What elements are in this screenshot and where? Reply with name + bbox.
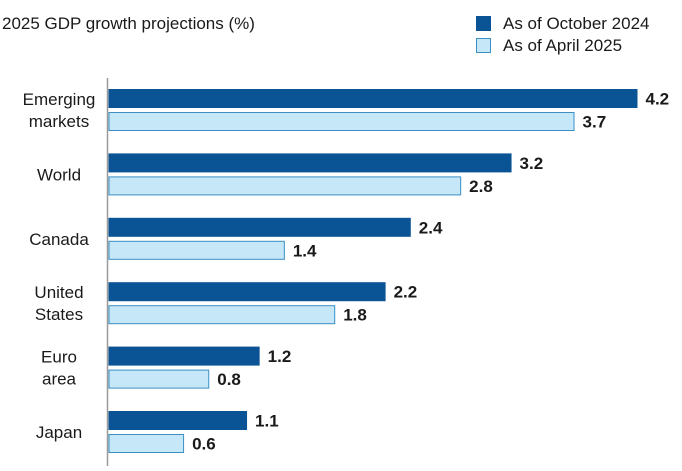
bar-japan-april-2025: [108, 434, 185, 453]
value-label-world-october-2024: 3.2: [520, 154, 544, 173]
value-label-euro-area-april-2025: 0.8: [217, 370, 241, 389]
category-label-world: World: [37, 165, 81, 184]
category-label-emerging-markets: Emerging markets: [23, 90, 96, 131]
bar-euro-area-october-2024: [108, 346, 260, 366]
bar-emerging-markets-october-2024: [108, 89, 638, 108]
bar-world-october-2024: [108, 153, 512, 173]
value-label-canada-april-2025: 1.4: [293, 241, 317, 260]
bar-world-april-2025: [108, 176, 462, 196]
value-label-canada-october-2024: 2.4: [419, 218, 443, 237]
category-label-euro-area: Euro area: [41, 348, 77, 389]
value-label-united-states-april-2025: 1.8: [343, 306, 367, 325]
value-label-emerging-markets-october-2024: 4.2: [646, 90, 670, 109]
category-label-canada: Canada: [29, 230, 89, 249]
bar-japan-october-2024: [108, 411, 248, 430]
legend: As of October 2024 As of April 2025: [476, 14, 649, 55]
bar-canada-april-2025: [108, 240, 285, 260]
value-label-euro-area-october-2024: 1.2: [268, 347, 292, 366]
category-label-japan: Japan: [36, 423, 82, 442]
category-labels: Emerging markets World Canada United States Eu…: [23, 90, 96, 442]
value-label-japan-april-2025: 0.6: [192, 435, 216, 454]
bars-group: 4.2 3.7 3.2 2.8 2.4 1.4 2.2 1.8 1.2 0.8 1.1 0.6: [108, 89, 670, 454]
bar-emerging-markets-april-2025: [108, 112, 575, 131]
value-label-united-states-october-2024: 2.2: [394, 283, 418, 302]
legend-label-april-2025: As of April 2025: [503, 36, 622, 55]
category-label-united-states: United States: [34, 283, 83, 324]
bar-canada-october-2024: [108, 217, 411, 237]
value-label-japan-october-2024: 1.1: [255, 412, 279, 431]
bar-euro-area-april-2025: [108, 369, 210, 389]
value-label-emerging-markets-april-2025: 3.7: [583, 113, 607, 132]
bar-united-states-april-2025: [108, 305, 336, 325]
bar-united-states-october-2024: [108, 282, 386, 302]
legend-swatch-october-2024: [476, 16, 491, 31]
chart-title: 2025 GDP growth projections (%): [2, 14, 255, 33]
value-label-world-april-2025: 2.8: [469, 177, 493, 196]
legend-swatch-april-2025: [476, 38, 491, 53]
legend-label-october-2024: As of October 2024: [503, 14, 649, 33]
